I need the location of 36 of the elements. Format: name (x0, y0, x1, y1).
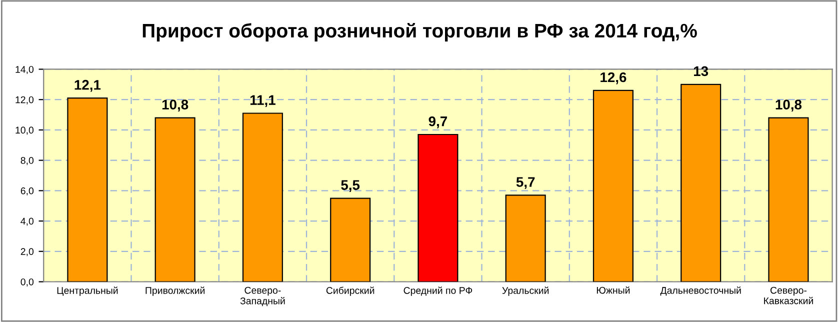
bar (768, 117, 809, 282)
x-tick-label: Северо- Кавказский (764, 286, 813, 304)
data-label: 5,7 (516, 177, 535, 189)
data-label: 9,7 (428, 116, 447, 128)
data-label: 10,8 (162, 100, 188, 112)
bar (330, 198, 371, 282)
chart-title: Прирост оборота розничной торговли в РФ за 2014 год,% (142, 22, 697, 42)
x-tick-label: Северо- Западный (240, 286, 285, 306)
y-tick-label: 14,0 (16, 66, 34, 74)
y-tick-label: 8,0 (20, 157, 34, 166)
x-tick-label: Дальневосточный (660, 286, 741, 296)
y-tick-label: 4,0 (20, 218, 34, 226)
bar (680, 84, 722, 282)
data-label: 12,6 (600, 72, 626, 84)
bar (418, 134, 458, 282)
y-tick-label: 10,0 (16, 126, 34, 135)
y-tick-label: 2,0 (20, 248, 34, 256)
bar (242, 112, 283, 282)
bar (154, 117, 196, 282)
data-label: 12,1 (74, 80, 101, 92)
bar (592, 90, 634, 282)
y-tick-label: 6,0 (20, 187, 34, 196)
data-label: 13 (694, 66, 708, 76)
data-label: 10,8 (776, 100, 802, 112)
x-tick-label: Приволжский (146, 286, 205, 296)
data-label: 11,1 (250, 95, 276, 107)
x-tick-label: Центральный (57, 286, 118, 296)
y-tick-label: 12,0 (16, 96, 34, 104)
x-tick-label: Средний по РФ (404, 286, 472, 296)
x-tick-label: Сибирский (326, 286, 374, 296)
y-tick-label: 0,0 (20, 278, 34, 287)
data-label: 5,5 (341, 180, 360, 192)
x-tick-label: Уральский (502, 286, 549, 296)
bar (505, 194, 546, 282)
x-tick-label: Южный (596, 286, 630, 294)
bar (67, 98, 108, 282)
